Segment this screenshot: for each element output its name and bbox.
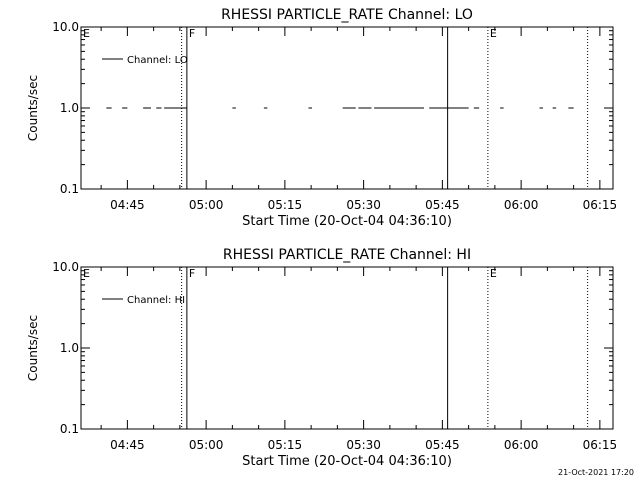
chart-title: RHESSI PARTICLE_RATE Channel: HI (223, 247, 471, 263)
x-tick-label: 05:00 (189, 198, 224, 212)
x-tick-label: 05:30 (346, 438, 381, 452)
chart-panel-1: RHESSI PARTICLE_RATE Channel: LO Start Ti… (26, 7, 617, 229)
event-label: E (490, 267, 497, 280)
x-tick-label: 05:45 (425, 438, 460, 452)
x-tick-label: 05:00 (189, 438, 224, 452)
x-axis-label: Start Time (20-Oct-04 04:36:10) (242, 454, 452, 469)
y-tick-label: 0.1 (60, 422, 79, 436)
y-tick-label: 10.0 (52, 20, 79, 34)
event-label: E (83, 267, 90, 280)
x-tick-label: 04:45 (110, 198, 145, 212)
x-tick-label: 06:15 (583, 438, 618, 452)
event-label: F (189, 27, 195, 40)
x-axis-label: Start Time (20-Oct-04 04:36:10) (242, 214, 452, 229)
x-tick-label: 05:45 (425, 198, 460, 212)
y-tick-label: 1.0 (60, 101, 79, 115)
x-tick-label: 06:00 (504, 438, 539, 452)
y-axis-label: Counts/sec (26, 75, 40, 141)
event-label: F (189, 267, 195, 280)
plot-frame (80, 266, 614, 430)
footer-timestamp: 21-Oct-2021 17:20 (558, 468, 634, 477)
chart-panel-2: RHESSI PARTICLE_RATE Channel: HI Start Ti… (26, 247, 617, 469)
legend-entry: Channel: HI (127, 295, 185, 306)
x-tick-label: 05:30 (346, 198, 381, 212)
chart-title: RHESSI PARTICLE_RATE Channel: LO (221, 7, 473, 23)
y-tick-label: 10.0 (52, 260, 79, 274)
x-tick-label: 05:15 (268, 198, 303, 212)
y-tick-label: 1.0 (60, 341, 79, 355)
event-label: E (83, 27, 90, 40)
y-axis-label: Counts/sec (26, 315, 40, 381)
event-label: E (490, 27, 497, 40)
legend-entry: Channel: LO (127, 55, 188, 66)
x-tick-label: 06:15 (583, 198, 618, 212)
x-tick-label: 05:15 (268, 438, 303, 452)
x-tick-label: 04:45 (110, 438, 145, 452)
y-tick-label: 0.1 (60, 182, 79, 196)
x-tick-label: 06:00 (504, 198, 539, 212)
